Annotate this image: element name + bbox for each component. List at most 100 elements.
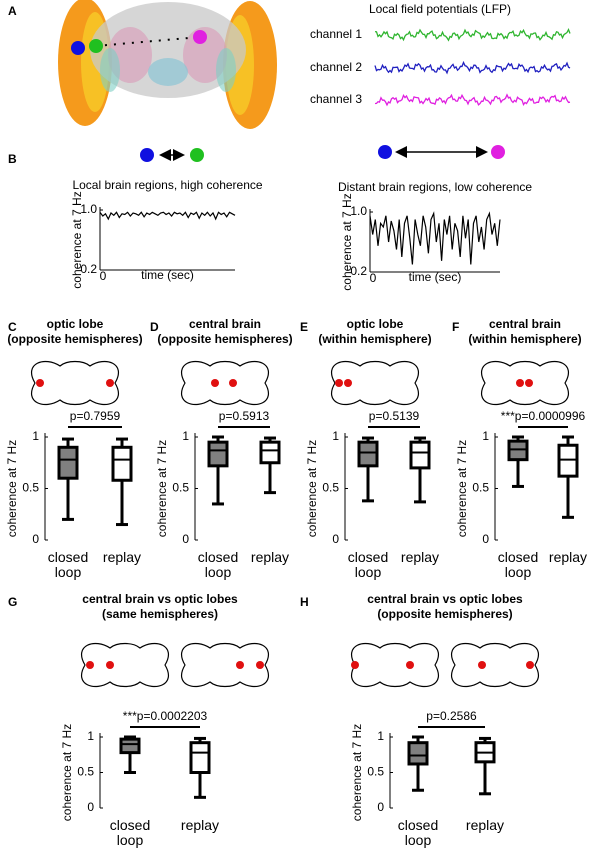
brain-outline	[180, 642, 270, 688]
coherence-line	[99, 211, 236, 221]
region-dot	[351, 661, 359, 669]
panel-label: F	[452, 320, 459, 334]
p-value: p=0.5139	[369, 409, 420, 423]
box	[111, 445, 133, 482]
chart-title: Distant brain regions, low coherence	[338, 180, 532, 194]
y-axis-label: coherence at 7 Hz	[5, 440, 19, 537]
panel-title: (opposite hemispheres)	[7, 332, 142, 346]
x-axis-label: time (sec)	[409, 270, 462, 284]
p-value: ***p=0.0000996	[501, 409, 586, 423]
panel-title: (opposite hemispheres)	[157, 332, 292, 346]
y-tick-label: 0.5	[77, 765, 94, 779]
y-tick-label: 1	[482, 429, 489, 443]
y-axis-label: coherence at 7 Hz	[70, 191, 84, 288]
p-value: p=0.7959	[70, 409, 121, 423]
y-tick-label: 1	[332, 429, 339, 443]
box	[189, 741, 211, 774]
y-tick-label: 0	[32, 532, 39, 546]
y-tick-label: 0.5	[472, 481, 489, 495]
panel-title: central brain vs optic lobes	[82, 592, 238, 606]
lfp-title: Local field potentials (LFP)	[369, 2, 511, 16]
panel-title: (opposite hemispheres)	[377, 607, 512, 621]
y-axis-label: coherence at 7 Hz	[60, 724, 74, 821]
y-tick-label: 1	[182, 429, 189, 443]
panel-title: (within hemisphere)	[318, 332, 431, 346]
panel-title: optic lobe	[47, 317, 104, 331]
y-tick-label: 0.5	[172, 481, 189, 495]
box	[507, 439, 529, 462]
panel-title: (within hemisphere)	[468, 332, 581, 346]
region-dot	[525, 379, 533, 387]
pair-markers	[140, 145, 505, 162]
brain-outline	[80, 642, 170, 688]
x-tick-label: closed loop	[497, 549, 539, 580]
panel-title: central brain vs optic lobes	[367, 592, 523, 606]
y-axis-label: coherence at 7 Hz	[340, 193, 354, 290]
region-dot	[106, 379, 114, 387]
channel-label: channel 1	[310, 27, 362, 41]
panel-label: H	[300, 595, 309, 609]
channel-label: channel 2	[310, 60, 362, 74]
y-tick-label: 0	[332, 532, 339, 546]
brain-outline	[450, 642, 540, 688]
x-tick-label: closed loop	[397, 817, 439, 848]
y-tick-label: 1	[377, 729, 384, 743]
box	[357, 440, 379, 468]
box	[57, 445, 79, 480]
region-dot	[406, 661, 414, 669]
box	[409, 440, 431, 470]
region-dot	[478, 661, 486, 669]
p-value: p=0.2586	[426, 709, 477, 723]
panel-title: central brain	[489, 317, 561, 331]
channel-label: channel 3	[310, 92, 362, 106]
x-tick-label: replay	[250, 549, 290, 565]
region-dot	[256, 661, 264, 669]
region-dot	[36, 379, 44, 387]
panel-label: C	[8, 320, 17, 334]
region-dot	[236, 661, 244, 669]
region-dot	[106, 661, 114, 669]
y-tick-label: 0.5	[367, 765, 384, 779]
panel-label: B	[8, 152, 17, 166]
x-tick-label: closed loop	[347, 549, 389, 580]
y-tick-label: 0.5	[22, 481, 39, 495]
box	[207, 440, 229, 468]
lfp-trace	[374, 28, 571, 42]
x-tick-label: replay	[400, 549, 440, 565]
region-dot	[516, 379, 524, 387]
brain-outline	[180, 360, 270, 406]
x-axis-label: time (sec)	[141, 268, 194, 282]
p-value: p=0.5913	[219, 409, 270, 423]
x-tick-label: replay	[102, 549, 142, 565]
lfp-trace	[374, 93, 571, 107]
x-tick-label: 0	[100, 269, 107, 283]
lfp-trace	[374, 60, 571, 75]
y-axis-label: coherence at 7 Hz	[455, 440, 469, 537]
panel-title: central brain	[189, 317, 261, 331]
region-dot	[229, 379, 237, 387]
y-axis-label: coherence at 7 Hz	[305, 440, 319, 537]
y-axis-label: coherence at 7 Hz	[350, 724, 364, 821]
p-value: ***p=0.0002203	[123, 709, 208, 723]
box	[557, 443, 579, 478]
y-tick-label: 0	[87, 800, 94, 814]
x-tick-label: closed loop	[197, 549, 239, 580]
panel-label: G	[8, 595, 17, 609]
y-tick-label: 1.0	[80, 202, 97, 216]
y-tick-label: 0	[377, 800, 384, 814]
region-dot	[211, 379, 219, 387]
chart-title: Local brain regions, high coherence	[72, 178, 262, 192]
y-tick-label: 0.5	[322, 481, 339, 495]
y-tick-label: 0	[482, 532, 489, 546]
box	[407, 741, 429, 766]
x-tick-label: replay	[465, 817, 505, 833]
y-tick-label: 0	[182, 532, 189, 546]
box	[119, 737, 141, 755]
panel-label: D	[150, 320, 159, 334]
brain-outline	[350, 642, 440, 688]
x-tick-label: closed loop	[47, 549, 89, 580]
panel-label: E	[300, 320, 308, 334]
coherence-line	[369, 211, 501, 265]
